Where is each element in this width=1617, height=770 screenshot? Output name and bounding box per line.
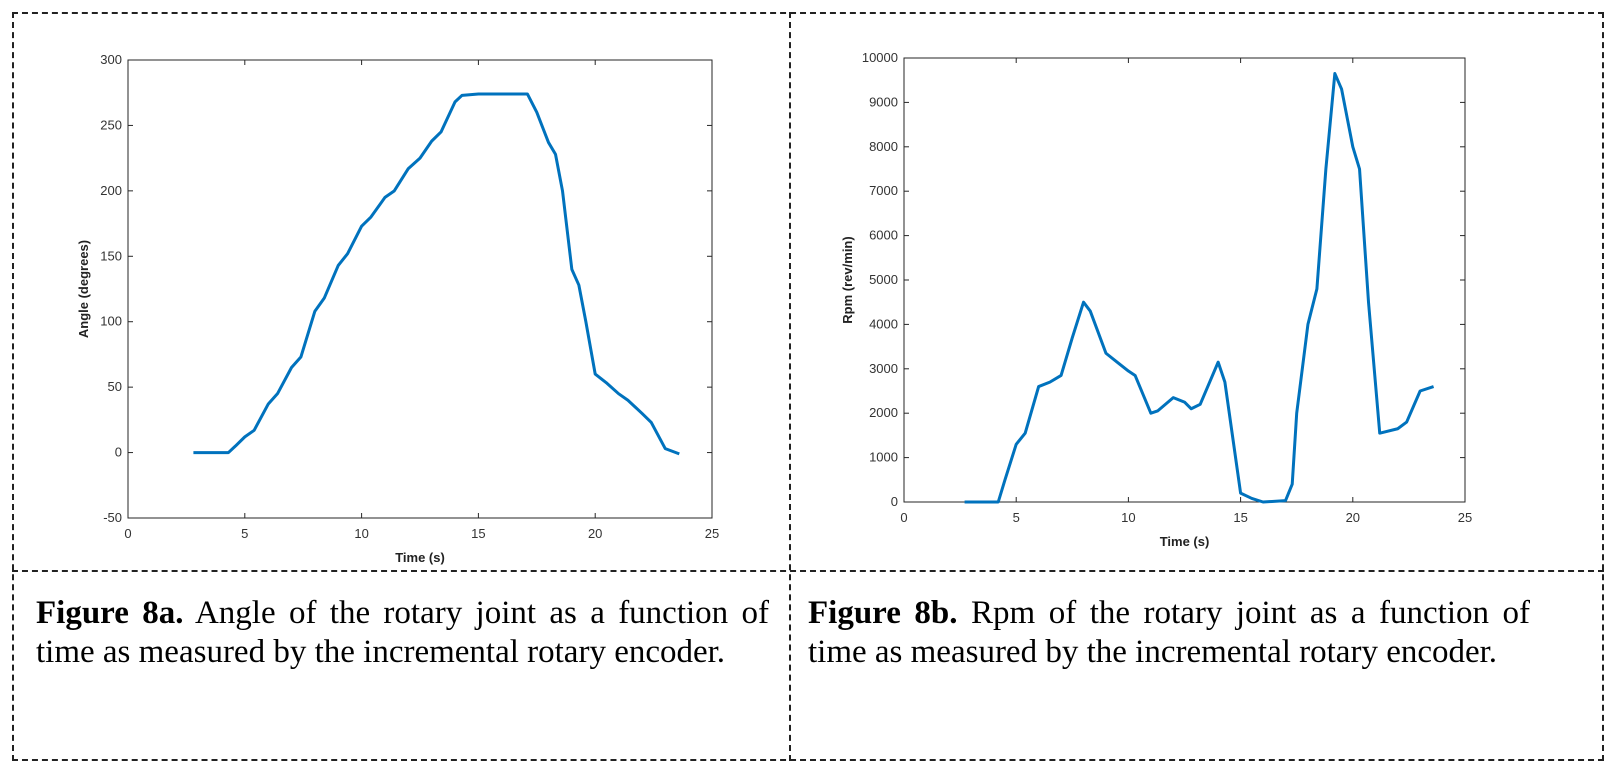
plot-area bbox=[127, 59, 713, 519]
y-tick-label: 200 bbox=[100, 183, 122, 198]
x-axis-label: Time (s) bbox=[395, 550, 445, 565]
caption-8b: Figure 8b. Rpm of the rotary joint as a … bbox=[808, 594, 1530, 672]
y-tick-label: 5000 bbox=[869, 272, 898, 287]
y-tick-label: 4000 bbox=[869, 316, 898, 331]
y-tick-label: 9000 bbox=[869, 94, 898, 109]
x-tick-label: 10 bbox=[1121, 510, 1135, 525]
y-tick-label: 100 bbox=[100, 314, 122, 329]
y-tick-label: 2000 bbox=[869, 405, 898, 420]
plot-area bbox=[903, 57, 1466, 503]
y-axis-label: Angle (degrees) bbox=[76, 240, 91, 338]
x-tick-label: 20 bbox=[1346, 510, 1360, 525]
x-tick-label: 5 bbox=[241, 526, 248, 541]
y-tick-label: 50 bbox=[108, 379, 122, 394]
y-tick-label: 10000 bbox=[862, 50, 898, 65]
series-line bbox=[964, 72, 1435, 504]
y-tick-label: 300 bbox=[100, 52, 122, 67]
x-tick-label: 5 bbox=[1013, 510, 1020, 525]
x-tick-label: 0 bbox=[124, 526, 131, 541]
y-tick-label: 7000 bbox=[869, 183, 898, 198]
caption-label: Figure 8a. bbox=[36, 595, 184, 631]
y-tick-label: -50 bbox=[103, 510, 122, 525]
y-tick-label: 150 bbox=[100, 248, 122, 263]
figure-frame bbox=[12, 12, 1604, 761]
y-axis-label: Rpm (rev/min) bbox=[840, 236, 855, 323]
x-tick-label: 25 bbox=[1458, 510, 1472, 525]
caption-text: Rpm of the rotary joint as a function of… bbox=[808, 595, 1530, 670]
x-tick-label: 20 bbox=[588, 526, 602, 541]
x-axis-label: Time (s) bbox=[1160, 534, 1210, 549]
y-tick-label: 3000 bbox=[869, 361, 898, 376]
y-tick-label: 6000 bbox=[869, 228, 898, 243]
x-tick-label: 15 bbox=[1233, 510, 1247, 525]
caption-label: Figure 8b. bbox=[808, 595, 958, 631]
row-divider bbox=[12, 570, 1604, 572]
x-tick-label: 25 bbox=[705, 526, 719, 541]
caption-text: Angle of the rotary joint as a function … bbox=[36, 595, 769, 670]
y-tick-label: 8000 bbox=[869, 139, 898, 154]
column-divider bbox=[789, 12, 791, 761]
x-tick-label: 0 bbox=[900, 510, 907, 525]
series-line bbox=[193, 92, 680, 456]
caption-8a: Figure 8a. Angle of the rotary joint as … bbox=[36, 594, 769, 672]
x-tick-label: 15 bbox=[471, 526, 485, 541]
y-tick-label: 0 bbox=[115, 445, 122, 460]
y-tick-label: 1000 bbox=[869, 450, 898, 465]
x-tick-label: 10 bbox=[354, 526, 368, 541]
y-tick-label: 0 bbox=[891, 494, 898, 509]
chart-8b: 0 5 10 15 20 25 0 1000 2000 3000 4000 5000 6000 7000 8… bbox=[840, 50, 1472, 549]
y-tick-label: 250 bbox=[100, 117, 122, 132]
